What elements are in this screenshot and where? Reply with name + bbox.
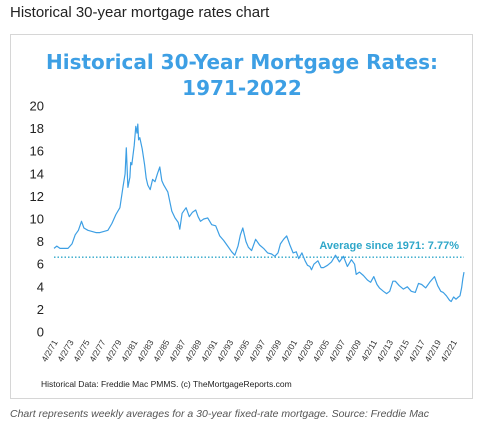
chart-frame: Historical 30-Year Mortgage Rates: 1971-… <box>10 34 473 399</box>
y-tick-label: 12 <box>30 189 44 204</box>
y-tick-label: 16 <box>30 144 44 159</box>
source-note: Historical Data: Freddie Mac PMMS. (c) T… <box>41 379 292 389</box>
chart-caption: Chart represents weekly averages for a 3… <box>10 408 430 420</box>
y-tick-label: 6 <box>37 257 44 272</box>
y-tick-label: 20 <box>30 99 44 114</box>
x-axis-ticks: 4/2/714/2/734/2/754/2/774/2/794/2/814/2/… <box>39 338 459 364</box>
y-tick-label: 14 <box>30 166 44 181</box>
page-heading: Historical 30-year mortgage rates chart <box>10 4 270 21</box>
x-tick-label: 4/2/21 <box>438 338 459 364</box>
average-label: Average since 1971: 7.77% <box>319 240 459 252</box>
y-tick-label: 0 <box>37 325 44 340</box>
y-axis-ticks: 0 2 4 6 8 10 12 14 16 18 20 <box>30 99 44 340</box>
chart-title-line-2: 1971-2022 <box>182 76 302 100</box>
mortgage-rate-chart: Historical 30-Year Mortgage Rates: 1971-… <box>30 50 465 389</box>
y-tick-label: 8 <box>37 234 44 249</box>
y-tick-label: 2 <box>37 302 44 317</box>
y-tick-label: 4 <box>37 279 44 294</box>
chart-title-line-1: Historical 30-Year Mortgage Rates: <box>46 50 438 74</box>
y-tick-label: 10 <box>30 212 44 227</box>
y-tick-label: 18 <box>30 121 44 136</box>
mortgage-rate-series-line <box>53 123 465 303</box>
